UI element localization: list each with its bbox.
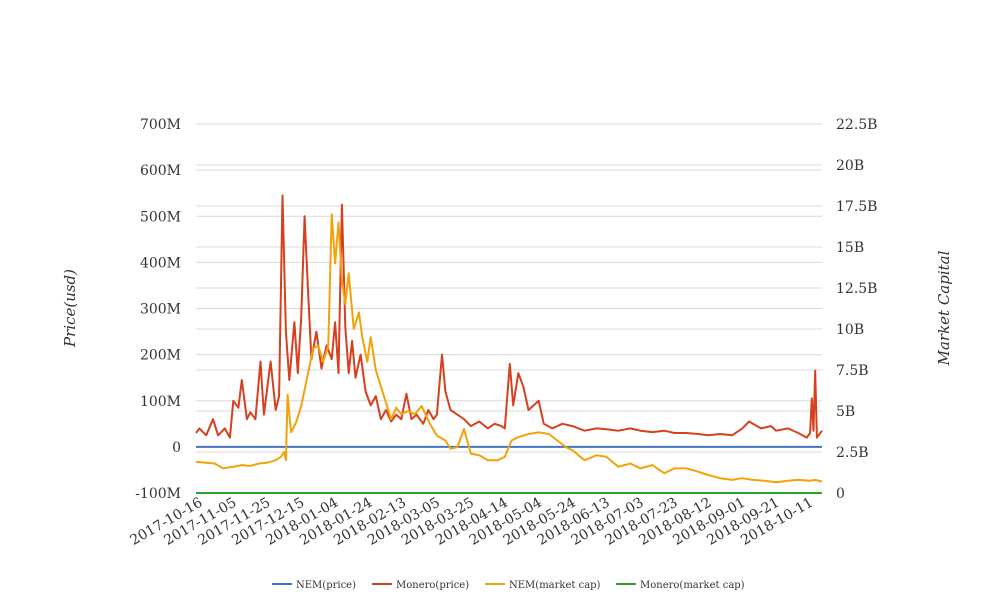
legend-item: Monero(market cap) xyxy=(616,580,745,591)
y-tick-label: 0 xyxy=(172,440,181,456)
legend-label: NEM(price) xyxy=(296,580,356,591)
y-tick-label: 100M xyxy=(140,394,181,410)
y-tick-label: 200M xyxy=(140,348,181,364)
gridlines xyxy=(196,123,822,494)
y2-tick-label: 17.5B xyxy=(836,199,877,215)
y-tick-label: 700M xyxy=(140,117,181,133)
y2-tick-label: 7.5B xyxy=(836,363,869,379)
y2-tick-label: 12.5B xyxy=(836,281,877,297)
series-line-nem-market-cap xyxy=(195,213,823,484)
y-axis-title: Price(usd) xyxy=(61,269,79,348)
legend-label: NEM(market cap) xyxy=(509,580,601,591)
y-tick-label: 300M xyxy=(140,302,181,318)
y2-tick-label: 2.5B xyxy=(836,445,869,461)
legend-label: Monero(market cap) xyxy=(640,580,745,591)
y2-tick-label: 22.5B xyxy=(836,117,877,133)
y-tick-label: 400M xyxy=(140,255,181,271)
legend-item: Monero(price) xyxy=(372,580,469,591)
series-line-monero-price xyxy=(195,194,823,439)
y2-tick-label: 5B xyxy=(836,404,855,420)
series-lines xyxy=(195,194,823,494)
y-tick-label: 500M xyxy=(140,209,181,225)
legend-item: NEM(market cap) xyxy=(485,580,601,591)
right-y-axis-ticks: 22.5B 20B 17.5B 15B 12.5B 10B 7.5B 5B 2.5B 0 xyxy=(836,117,877,502)
y2-tick-label: 15B xyxy=(836,240,864,256)
legend-item: NEM(price) xyxy=(272,580,356,591)
left-y-axis-ticks: 700M 600M 500M 400M 300M 200M 100M 0 -100M xyxy=(135,117,181,502)
legend-label: Monero(price) xyxy=(396,580,469,591)
legend: NEM(price) Monero(price) NEM(market cap) Mo… xyxy=(272,580,745,591)
x-axis-ticks: 2017-10-162017-11-052017-11-252017-12-15… xyxy=(127,495,816,549)
y2-tick-label: 10B xyxy=(836,322,864,338)
y2-tick-label: 0 xyxy=(836,486,845,502)
y-tick-label: -100M xyxy=(135,486,181,502)
y2-tick-label: 20B xyxy=(836,158,864,174)
y-tick-label: 600M xyxy=(140,163,181,179)
y2-axis-title: Market Capital xyxy=(935,250,953,366)
